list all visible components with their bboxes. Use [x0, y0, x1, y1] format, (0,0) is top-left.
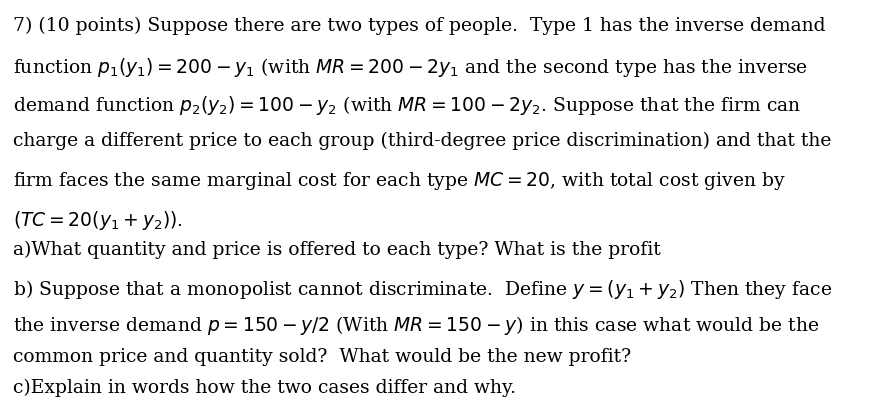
Text: common price and quantity sold?  What would be the new profit?: common price and quantity sold? What wou… — [13, 348, 631, 367]
Text: b) Suppose that a monopolist cannot discriminate.  Define $y = (y_1 + y_2)$ Then: b) Suppose that a monopolist cannot disc… — [13, 277, 832, 300]
Text: c)Explain in words how the two cases differ and why.: c)Explain in words how the two cases dif… — [13, 379, 516, 397]
Text: 7) (10 points) Suppose there are two types of people.  Type 1 has the inverse de: 7) (10 points) Suppose there are two typ… — [13, 17, 825, 35]
Text: firm faces the same marginal cost for each type $MC = 20$, with total cost given: firm faces the same marginal cost for ea… — [13, 170, 786, 192]
Text: the inverse demand $p = 150 - y/2$ (With $MR = 150 - y$) in this case what would: the inverse demand $p = 150 - y/2$ (With… — [13, 314, 820, 337]
Text: function $p_1(y_1) = 200 - y_1$ (with $MR = 200 - 2y_1$ and the second type has : function $p_1(y_1) = 200 - y_1$ (with $M… — [13, 55, 808, 78]
Text: $(TC = 20(y_1 + y_2))$.: $(TC = 20(y_1 + y_2))$. — [13, 209, 183, 232]
Text: charge a different price to each group (third-degree price discrimination) and t: charge a different price to each group (… — [13, 132, 831, 150]
Text: demand function $p_2(y_2) = 100 - y_2$ (with $MR = 100 - 2y_2$. Suppose that the: demand function $p_2(y_2) = 100 - y_2$ (… — [13, 94, 801, 117]
Text: a)What quantity and price is offered to each type? What is the profit: a)What quantity and price is offered to … — [13, 241, 661, 259]
